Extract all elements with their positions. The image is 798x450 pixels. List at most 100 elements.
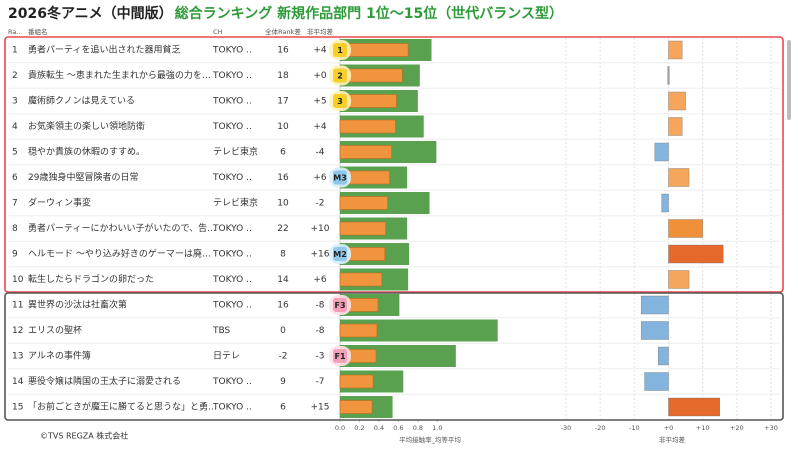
badge — [333, 349, 347, 363]
avg-diff: -7 — [316, 377, 325, 387]
avg-diff: +15 — [311, 403, 330, 413]
x-tick-label: 0.8 — [413, 424, 423, 432]
channel: TBS — [212, 326, 231, 336]
badge-label: 1 — [337, 46, 343, 55]
column-header: 全体Rank差 — [265, 27, 301, 36]
column-header: 非平均差 — [307, 27, 334, 36]
top10-frame — [4, 36, 784, 293]
title-cell: 貴族転生 ～恵まれた生まれから最強の力を… — [28, 69, 211, 81]
badge — [333, 298, 347, 312]
rank: 9 — [12, 250, 18, 260]
rank-diff: 16 — [277, 173, 289, 183]
bar — [339, 400, 373, 414]
rank: 5 — [12, 148, 18, 158]
avg-diff: -8 — [316, 301, 325, 311]
x-axis-label: 非平均差 — [659, 435, 686, 444]
channel: TOKYO .. — [212, 97, 252, 107]
rank: 8 — [12, 224, 18, 234]
rank-diff: 18 — [277, 71, 289, 81]
rank-diff: -2 — [279, 352, 288, 362]
rank-diff: 16 — [277, 46, 289, 56]
rank-diff: 9 — [280, 377, 286, 387]
title: 2026冬アニメ（中間版） — [8, 5, 173, 22]
bar — [668, 91, 686, 111]
avg-diff: +6 — [313, 275, 327, 285]
bottom5-frame — [4, 292, 784, 421]
rank: 6 — [12, 173, 18, 183]
x-axis-label: 平均接触率_均等平均 — [399, 435, 461, 444]
channel: TOKYO .. — [212, 46, 252, 56]
badge — [333, 43, 347, 57]
bar — [668, 168, 690, 187]
x-tick-label: 0.6 — [393, 424, 403, 432]
bar — [640, 321, 669, 340]
rank: 2 — [12, 71, 18, 81]
rank: 3 — [12, 97, 18, 107]
avg-diff: +5 — [313, 97, 326, 107]
badge-label: F3 — [334, 301, 345, 310]
badge-label: 3 — [337, 97, 343, 106]
avg-diff: +4 — [313, 46, 327, 56]
title-cell: 異世界の沙汰は社畜次第 — [28, 299, 127, 311]
badge-label: M2 — [333, 250, 347, 259]
x-tick-label: -20 — [595, 424, 606, 432]
channel: TOKYO .. — [212, 377, 252, 387]
bar — [640, 295, 669, 315]
channel: TOKYO .. — [212, 301, 252, 311]
title-cell: エリスの聖杯 — [28, 324, 82, 336]
channel: TOKYO .. — [212, 71, 252, 81]
x-tick-label: +30 — [764, 424, 778, 432]
bar — [339, 272, 383, 287]
x-tick-label: -30 — [561, 424, 572, 432]
badge — [333, 247, 347, 261]
bar — [339, 145, 392, 159]
title-cell: お気楽領主の楽しい領地防衛 — [28, 120, 145, 132]
rank-diff: 6 — [280, 403, 286, 413]
x-tick-label: 0.2 — [354, 424, 364, 432]
x-tick-label: 0.0 — [335, 424, 345, 432]
column-header: Ra.. — [8, 28, 21, 36]
rank: 12 — [12, 326, 23, 336]
rank: 13 — [12, 352, 23, 362]
avg-diff: -3 — [316, 352, 325, 362]
avg-diff: +16 — [311, 250, 330, 260]
channel: TOKYO .. — [212, 275, 252, 285]
title-cell: 魔術師クノンは見えている — [28, 95, 135, 107]
channel: テレビ東京 — [213, 146, 258, 158]
rank-diff: 16 — [277, 301, 289, 311]
rank-diff: 8 — [280, 250, 286, 260]
bar — [644, 372, 669, 391]
x-tick-label: 0.4 — [374, 424, 384, 432]
bar — [339, 196, 388, 210]
bar — [661, 193, 669, 213]
bar — [668, 270, 690, 289]
bar — [668, 40, 683, 60]
title-cell: ヘルモード ～やり込み好きのゲーマーは廃… — [28, 248, 211, 260]
bar — [654, 142, 669, 162]
title-cell: 29歳独身中堅冒険者の日常 — [28, 171, 138, 183]
title-cell: 勇者パーティを追い出された器用貧乏 — [28, 44, 180, 56]
column-header: CH — [213, 28, 223, 36]
title-cell: 転生したらドラゴンの卵だった — [28, 273, 154, 285]
column-header: 番組名 — [28, 27, 48, 36]
avg-diff: +10 — [311, 224, 330, 234]
bar — [668, 244, 724, 264]
rank-diff: 10 — [277, 122, 289, 132]
title-cell: 穏やか貴族の休暇のすすめ。 — [28, 146, 145, 158]
bar — [668, 117, 683, 136]
title-cell: ダーウィン事変 — [28, 197, 91, 209]
badge — [333, 170, 347, 185]
bar — [668, 397, 720, 417]
bar — [339, 221, 387, 236]
bar — [339, 323, 378, 338]
rank-diff: 22 — [277, 224, 288, 234]
rank: 7 — [12, 199, 18, 209]
avg-diff: +0 — [313, 71, 327, 81]
x-tick-label: +0 — [664, 424, 674, 432]
channel: TOKYO .. — [212, 173, 252, 183]
rank-diff: 14 — [277, 275, 289, 285]
x-tick-label: +10 — [696, 424, 710, 432]
channel: TOKYO .. — [212, 250, 252, 260]
subtitle: 総合ランキング 新規作品部門 1位～15位（世代バランス型） — [175, 5, 563, 22]
